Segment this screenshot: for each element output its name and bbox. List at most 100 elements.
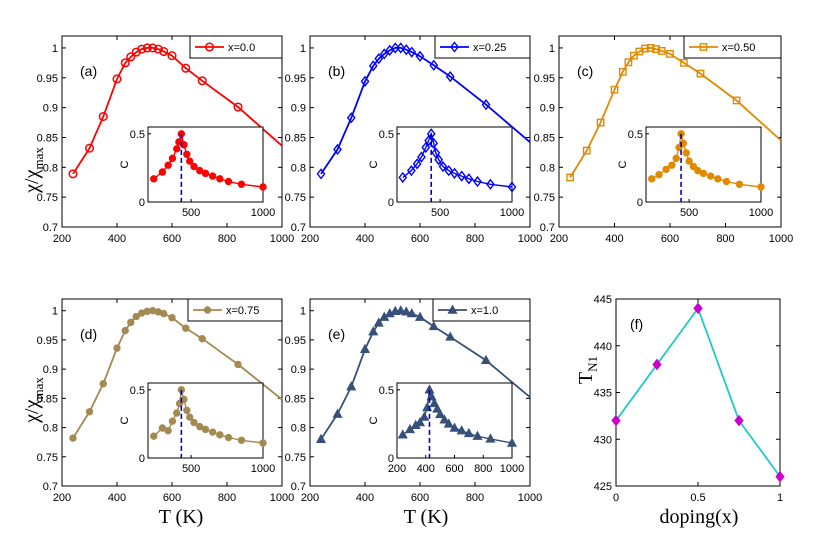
data-point xyxy=(137,44,147,54)
inset-data-point xyxy=(485,433,496,443)
inset-data-point xyxy=(655,171,663,179)
y-tick-label: 0.9 xyxy=(540,103,555,115)
y-tick-label: 0.7 xyxy=(540,222,555,234)
y-tick-label: 0.8 xyxy=(291,162,306,174)
data-point xyxy=(657,47,666,55)
panel-label: (f) xyxy=(630,316,643,332)
inset-data-point xyxy=(421,141,431,154)
y-tick-label: 0.9 xyxy=(291,103,306,115)
x-axis-label-e: T (K) xyxy=(404,506,449,528)
panel-a: 0.7 0.75 0.8 0.85 0.9 0.95 1 200 400 600 800 1000 (a… xyxy=(37,35,294,245)
inset-data-point xyxy=(201,425,210,434)
inset-data-point xyxy=(398,171,408,184)
data-point xyxy=(415,50,425,62)
inset-data-point xyxy=(662,165,670,173)
y-tick-label: 0.9 xyxy=(291,364,306,376)
inset-data-point xyxy=(237,180,246,188)
legend-marker xyxy=(447,304,458,314)
x-tick-label: 800 xyxy=(218,492,236,504)
y-tick-label: 0.8 xyxy=(43,423,58,435)
panel-label: (a) xyxy=(80,63,97,79)
legend-box xyxy=(432,298,531,322)
data-point xyxy=(368,326,379,336)
legend: x=0.25 xyxy=(434,35,531,59)
data-point xyxy=(142,43,152,53)
inset-data-point xyxy=(506,437,518,447)
inset-y-label: C xyxy=(119,160,131,168)
x-tick-label: 600 xyxy=(163,492,181,504)
panel-c: 0.7 0.75 0.8 0.85 0.9 0.95 1 200 400 600 800 1000 (c… xyxy=(534,35,793,245)
inset-data-point xyxy=(417,151,426,163)
data-point xyxy=(445,331,456,341)
x-tick-label: 0.5 xyxy=(690,492,705,504)
inset-x-tick-label: 200 xyxy=(388,463,406,475)
data-point xyxy=(775,470,785,483)
x-tick-label: 1000 xyxy=(270,492,294,504)
inset-data-point xyxy=(196,166,204,175)
legend-label: x=0.25 xyxy=(473,42,506,54)
inset-data-point xyxy=(208,172,217,180)
x-tick-label: 200 xyxy=(53,492,71,504)
inset-data-point xyxy=(190,162,198,171)
y-tick-label: 0.85 xyxy=(285,132,306,144)
y-tick-label: 1 xyxy=(52,306,58,318)
data-point xyxy=(127,318,135,327)
legend-box xyxy=(189,35,283,59)
x-tick-label: 600 xyxy=(411,233,429,245)
inset-data-point xyxy=(464,173,474,185)
inset-data-point xyxy=(694,166,702,175)
inset-y-tick-label: 0.5 xyxy=(130,385,145,397)
y-tick-label: 435 xyxy=(594,388,612,400)
inset-x-tick-label: 1000 xyxy=(251,207,275,219)
legend-label: x=1.0 xyxy=(471,305,498,317)
inset-data-point xyxy=(150,432,158,440)
data-point xyxy=(406,308,417,318)
inset-data-point xyxy=(682,149,690,157)
legend-label: x=0.0 xyxy=(228,42,255,54)
inset-x-tick-label: 500 xyxy=(431,207,449,219)
inset-x-tick-label: 400 xyxy=(417,463,435,475)
x-tick-label: 1000 xyxy=(518,492,542,504)
data-point xyxy=(395,305,406,315)
series-line xyxy=(320,47,531,175)
data-point xyxy=(734,414,744,427)
data-point xyxy=(333,143,342,156)
data-point xyxy=(132,312,140,321)
panel-label: (e) xyxy=(328,326,345,342)
data-point xyxy=(429,59,439,71)
data-point xyxy=(360,75,370,88)
inset-data-point xyxy=(406,164,416,177)
inset-data-point xyxy=(456,425,467,435)
inset-data-point xyxy=(429,397,440,408)
data-point xyxy=(233,102,243,112)
data-point xyxy=(646,44,655,52)
legend-marker xyxy=(699,43,708,51)
inset-data-point xyxy=(259,183,267,191)
inset-data-point xyxy=(216,175,224,183)
x-tick-label: 800 xyxy=(716,233,734,245)
data-point xyxy=(84,143,95,153)
y-tick-label: 0.8 xyxy=(291,423,306,435)
inset-data-point xyxy=(164,427,172,435)
data-point xyxy=(652,358,662,371)
inset-c: 0 0.5 500 1000 C xyxy=(617,126,773,219)
inset-data-point xyxy=(473,175,482,188)
panel-e: 0.7 0.75 0.8 0.85 0.9 0.95 1 200 400 600 800 1000 (e… xyxy=(285,298,542,504)
data-point xyxy=(113,344,121,352)
inset-data-point xyxy=(444,164,454,177)
legend: x=0.0 xyxy=(189,35,283,59)
data-point xyxy=(693,302,703,315)
y-tick-label: 0.85 xyxy=(534,132,555,144)
x-tick-label: 800 xyxy=(218,233,236,245)
legend: x=1.0 xyxy=(432,298,531,322)
inset-x-tick-label: 1000 xyxy=(500,463,524,475)
inset-y-tick-label: 0.5 xyxy=(379,385,394,397)
inset-data-point xyxy=(443,418,454,428)
inset-data-point xyxy=(224,433,233,442)
inset-data-point xyxy=(183,150,191,158)
panel-f: 425 430 435 440 445 0 0.5 1 (f) xyxy=(594,294,785,504)
inset-data-point xyxy=(463,427,474,438)
inset-x-tick-label: 1000 xyxy=(500,207,524,219)
inset-x-tick-label: 1000 xyxy=(749,207,773,219)
inset-y-label: C xyxy=(368,160,380,168)
